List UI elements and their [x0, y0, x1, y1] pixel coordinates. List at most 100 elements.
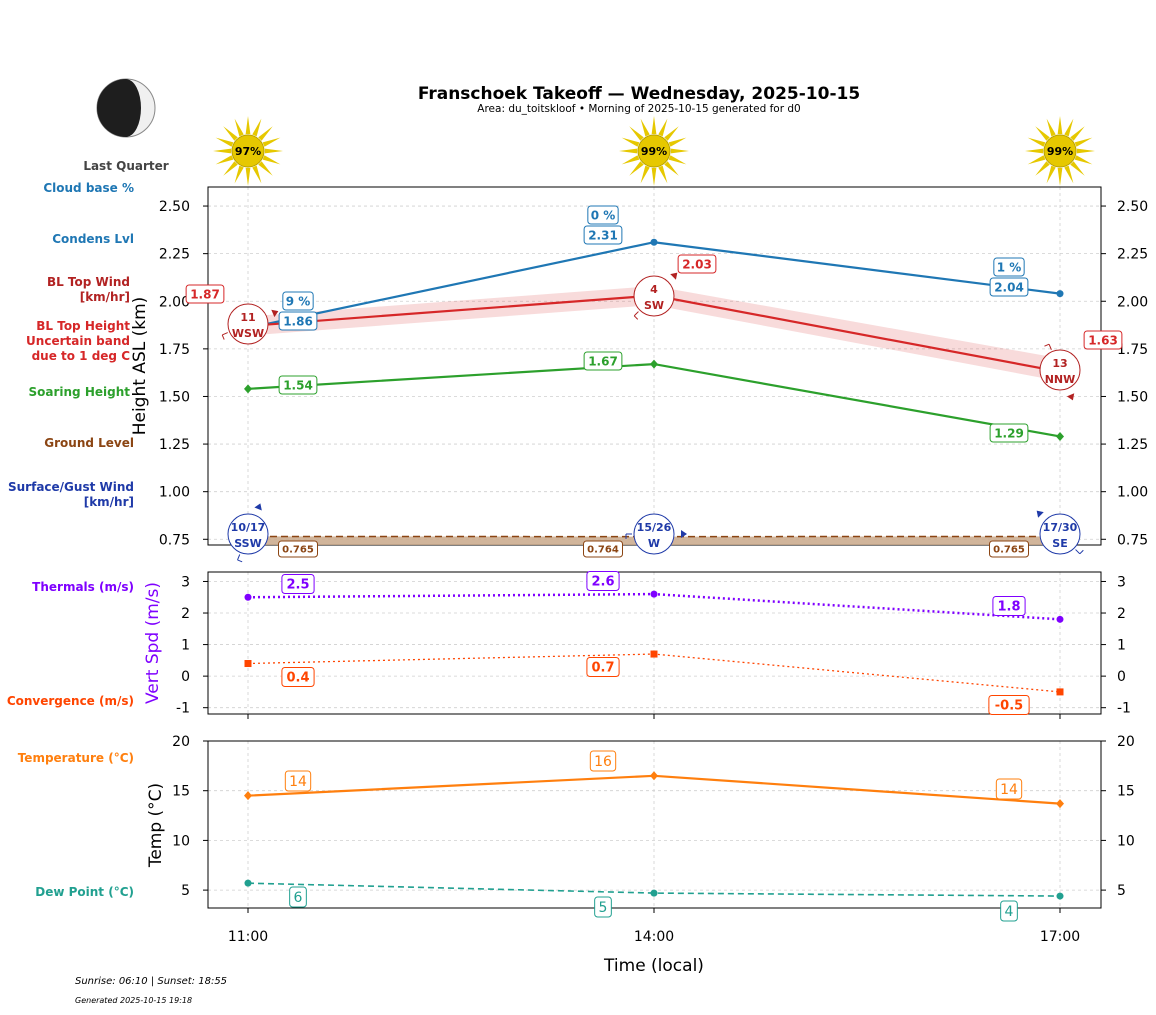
label-surface-wind-2: [km/hr]	[84, 495, 134, 509]
label-cloud-base: Cloud base %	[43, 181, 134, 195]
temperature-point	[650, 771, 658, 780]
y-tick-label-right: 2.25	[1117, 247, 1148, 263]
sun-ray	[252, 166, 261, 184]
bl-top-wind-marker-arrow	[1067, 393, 1074, 400]
cloud-base-label: 9 %	[283, 292, 313, 310]
sun-ray	[664, 126, 679, 141]
thermals-label-text: 1.8	[997, 600, 1020, 615]
condens-label: 2.31	[584, 226, 622, 244]
thermals-label: 1.8	[993, 597, 1025, 616]
surface-wind-marker-speed: 10/17	[231, 521, 266, 534]
label-thermals: Thermals (m/s)	[32, 580, 134, 594]
sun-ray	[669, 155, 687, 164]
y-tick-label-left: 2.50	[159, 199, 190, 215]
sun-ray	[1025, 149, 1043, 154]
sun-times: Sunrise: 06:10 | Sunset: 18:55	[75, 976, 227, 987]
sun-ray	[622, 138, 640, 147]
sun-ray	[1028, 138, 1046, 147]
sun-ray	[235, 119, 244, 137]
y-tick-label-left: 2.00	[159, 294, 190, 310]
y-tick-label-right: 2	[1117, 606, 1126, 622]
dew-point-point	[651, 890, 658, 897]
bl-top-wind-marker-barb	[634, 312, 638, 316]
surface-wind-marker-arrow	[1037, 511, 1044, 518]
panel-frame	[208, 741, 1101, 908]
surface-wind-marker-barb-tick	[1080, 550, 1084, 554]
dew-point-label-text: 4	[1005, 904, 1014, 920]
dew-point-label-text: 6	[294, 890, 303, 906]
label-bl-top-height-1: BL Top Height	[36, 319, 130, 333]
y-tick-label-right: 2.00	[1117, 294, 1148, 310]
soaring-label: 1.67	[584, 352, 622, 370]
sun-ray	[658, 119, 667, 137]
sun-ray	[216, 138, 234, 147]
sun-ray	[1058, 168, 1063, 186]
dew-point-label: 4	[1001, 901, 1018, 921]
thermals-point	[245, 594, 252, 601]
sun-ray	[1047, 119, 1056, 137]
sun-ray	[1077, 149, 1095, 154]
condens-label-text: 2.04	[994, 280, 1024, 294]
sun-ray	[213, 149, 231, 154]
y-tick-label-right: 10	[1117, 833, 1135, 849]
ground-label-text: 0.765	[993, 545, 1025, 556]
y-tick-label-left: 10	[172, 833, 190, 849]
sun-ray	[629, 126, 644, 141]
thermals-point	[1057, 616, 1064, 623]
surface-wind-marker-dir: SSW	[234, 537, 261, 550]
sun-ray	[658, 166, 667, 184]
y-tick-label-right: 0.75	[1117, 532, 1148, 548]
bl-top-label-text: 1.87	[190, 287, 220, 301]
sun-ray	[1070, 161, 1085, 176]
thermals-point	[651, 591, 658, 598]
surface-wind-marker-speed: 17/30	[1043, 521, 1078, 534]
sun-ray	[246, 116, 251, 134]
sun-ray	[263, 155, 281, 164]
bl-top-wind-marker-speed: 11	[240, 311, 255, 324]
bl-top-wind-marker-barb-tick	[634, 316, 638, 320]
bl-top-wind-marker-speed: 4	[650, 283, 658, 296]
x-tick-label: 11:00	[228, 929, 268, 945]
sun-ray	[1064, 119, 1073, 137]
y-tick-label-right: 1	[1117, 638, 1126, 654]
chart-subtitle: Area: du_toitskloof • Morning of 2025-10…	[477, 103, 800, 115]
soaring-label: 1.54	[279, 376, 317, 394]
sun-ray	[263, 138, 281, 147]
convergence-point	[245, 660, 252, 667]
cloud-base-label-text: 9 %	[286, 294, 311, 308]
label-dew-point: Dew Point (°C)	[35, 885, 134, 899]
label-bl-top-wind-2: [km/hr]	[80, 290, 130, 304]
convergence-label-text: 0.4	[286, 671, 309, 686]
y-tick-label-left: 1.00	[159, 485, 190, 501]
sun-ray	[629, 161, 644, 176]
y-tick-label-left: 1.25	[159, 437, 190, 453]
sun-ray	[246, 168, 251, 186]
y-tick-label-left: 2.25	[159, 247, 190, 263]
label-bl-top-height-3: due to 1 deg C	[32, 349, 131, 363]
bl-top-wind-marker-barb-tick	[1044, 344, 1049, 346]
sun-ray	[622, 155, 640, 164]
temperature-point	[244, 791, 252, 800]
y-tick-label-left: 2	[181, 606, 190, 622]
label-surface-wind-1: Surface/Gust Wind	[8, 480, 134, 494]
condens-label: 1.86	[279, 312, 317, 330]
condens-label-text: 2.31	[588, 228, 618, 242]
y-tick-label-left: 1.50	[159, 389, 190, 405]
sun-ray	[1075, 138, 1093, 147]
thermals-label: 2.5	[282, 575, 314, 594]
sun-ray	[223, 161, 238, 176]
bl-top-wind-marker-dir: NNW	[1045, 373, 1076, 386]
ground-label: 0.765	[279, 541, 318, 557]
surface-wind-marker-barb	[238, 554, 240, 560]
convergence-label: 0.7	[587, 658, 619, 677]
convergence-point	[651, 651, 658, 658]
y-tick-label-right: 15	[1117, 784, 1135, 800]
sun-icon: 97%	[213, 116, 283, 186]
x-axis-label: Time (local)	[603, 956, 704, 976]
sun-ray	[669, 138, 687, 147]
ground-label-text: 0.765	[282, 545, 314, 556]
bl-top-label: 1.87	[186, 285, 224, 303]
soaring-label-text: 1.54	[283, 378, 313, 392]
cloud-base-label: 0 %	[588, 206, 618, 224]
